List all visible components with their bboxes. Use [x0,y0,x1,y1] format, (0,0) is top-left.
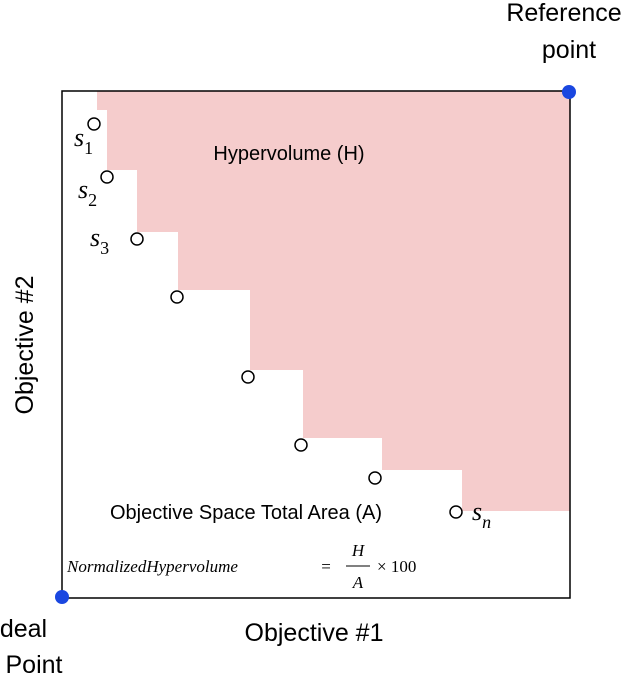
solution-point [368,471,382,485]
s-sub: 2 [88,190,97,210]
solution-point [130,232,144,246]
solution-points [87,117,463,519]
solution-label: s3 [90,223,109,258]
ideal-label: Ideal [0,615,47,643]
formula-numerator: H [351,541,366,560]
s-base: s [74,123,84,152]
solution-label: sn [472,497,491,532]
s-sub: n [482,512,491,532]
ideal-label: Point [6,651,63,677]
solution-point [87,117,101,131]
s-base: s [90,223,100,252]
s-sub: 3 [100,238,109,258]
objective-space [61,90,571,599]
formula: NormalizedHypervolume = H A × 100 [66,541,416,592]
solution-point [294,438,308,452]
solution-point [100,170,114,184]
solution-point [170,290,184,304]
y-axis-label: Objective #2 [11,276,39,415]
ideal-point [55,590,69,604]
formula-lhs: NormalizedHypervolume [66,557,238,576]
s-sub: 1 [84,138,93,158]
solution-label: s2 [78,175,97,210]
solution-point [449,505,463,519]
reference-label: point [542,36,596,64]
s-base: s [78,175,88,204]
solution-point [241,370,255,384]
hypervolume-region [97,91,570,511]
reference-label: Reference [506,0,621,27]
total-area-label: Objective Space Total Area (A) [110,502,382,524]
solution-label: s1 [74,123,93,158]
formula-rhs: × 100 [377,557,416,576]
formula-equals: = [321,557,331,576]
reference-point [562,85,576,99]
hypervolume-label: Hypervolume (H) [213,143,364,165]
s-base: s [472,497,482,526]
formula-denominator: A [352,573,364,592]
x-axis-label: Objective #1 [245,619,384,647]
